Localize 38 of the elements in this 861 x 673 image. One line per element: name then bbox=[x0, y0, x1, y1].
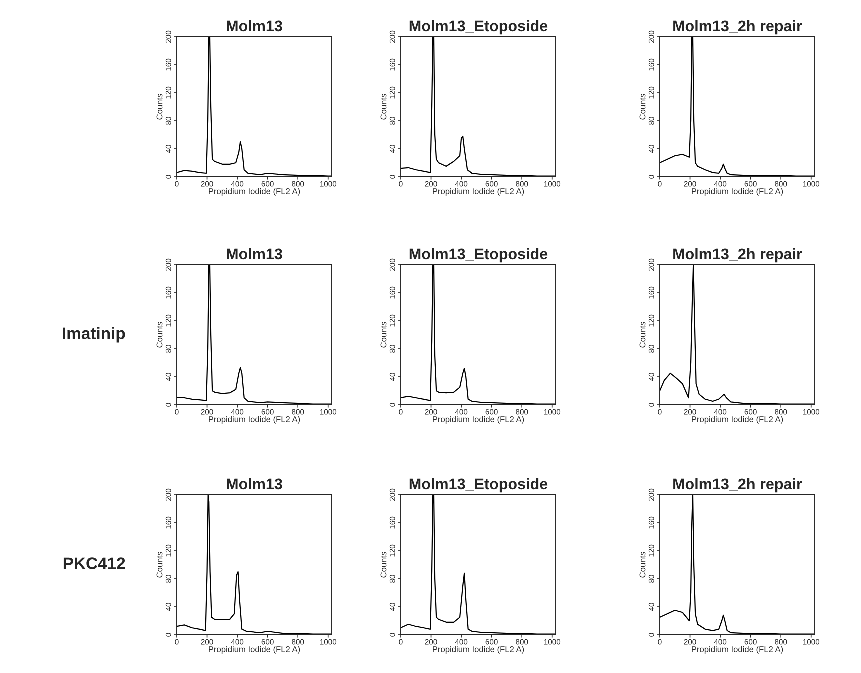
line-series bbox=[177, 265, 332, 405]
x-axis-title: Propidium Iodide (FL2 A) bbox=[433, 646, 524, 654]
x-axis-title: Propidium Iodide (FL2 A) bbox=[433, 188, 524, 196]
line-series bbox=[660, 265, 815, 405]
chart-title: Molm13 bbox=[227, 478, 282, 490]
chart-title: Molm13_Etoposide bbox=[410, 20, 548, 35]
line-series bbox=[401, 265, 556, 405]
y-axis-title: Counts bbox=[156, 94, 163, 120]
text: Imatinip bbox=[63, 327, 126, 343]
y-axis-title: Counts bbox=[640, 94, 646, 120]
y-axis-title: Counts bbox=[156, 322, 163, 348]
x-axis-title: Propidium Iodide (FL2 A) bbox=[692, 416, 784, 424]
line-series bbox=[401, 495, 556, 635]
chart-title: Molm13 bbox=[227, 248, 282, 260]
y-axis-title: Counts bbox=[156, 552, 163, 578]
y-axis-title: Counts bbox=[640, 322, 646, 348]
y-axis-title: Counts bbox=[380, 322, 387, 348]
chart-title: Molm13 bbox=[227, 20, 282, 32]
chart-title: Molm13_Etoposide bbox=[410, 248, 548, 263]
line-series bbox=[177, 37, 332, 177]
x-axis-title: Propidium Iodide (FL2 A) bbox=[692, 646, 784, 654]
y-axis-title: Counts bbox=[380, 552, 387, 578]
chart-title: Molm13_2h repair bbox=[674, 478, 802, 493]
chart-title: Molm13_2h repair bbox=[674, 248, 802, 263]
line-series bbox=[177, 495, 332, 635]
x-axis-title: Propidium Iodide (FL2 A) bbox=[209, 416, 300, 424]
line-series bbox=[660, 495, 815, 635]
x-axis-title: Propidium Iodide (FL2 A) bbox=[209, 188, 300, 196]
y-axis-title: Counts bbox=[640, 552, 646, 578]
line-series bbox=[660, 37, 815, 177]
x-axis-title: Propidium Iodide (FL2 A) bbox=[433, 416, 524, 424]
text: PKC412 bbox=[64, 558, 126, 570]
chart-title: Molm13_Etoposide bbox=[410, 478, 548, 493]
x-axis-title: Propidium Iodide (FL2 A) bbox=[692, 188, 784, 196]
y-axis-title: Counts bbox=[380, 94, 387, 120]
chart-title: Molm13_2h repair bbox=[674, 20, 802, 35]
line-series bbox=[401, 37, 556, 177]
x-axis-title: Propidium Iodide (FL2 A) bbox=[209, 646, 300, 654]
